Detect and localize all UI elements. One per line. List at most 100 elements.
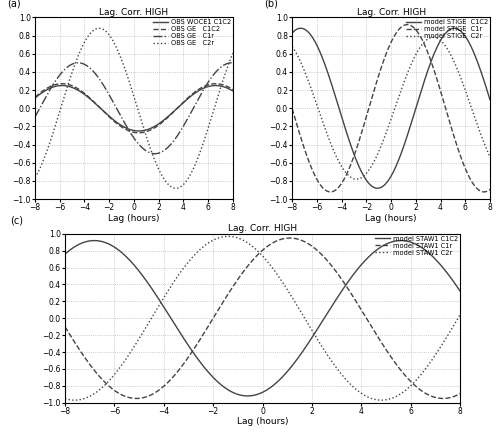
- OBS GE   C1C2: [200, 84, 205, 90]
- model STAW1 C2r: [64, 396, 70, 401]
- model STIGE  C1C2: [457, 28, 463, 33]
- OBS GE   C1r: [212, 70, 218, 75]
- OBS GE   C2r: [96, 26, 102, 31]
- OBS GE   C1C2: [212, 81, 218, 86]
- model STIGE  C2r: [457, 74, 463, 79]
- model STIGE  C1r: [487, 187, 493, 192]
- OBS GE   C2r: [150, 152, 156, 158]
- OBS GE   C2r: [173, 186, 179, 191]
- model STIGE  C1r: [469, 180, 475, 185]
- model STAW1 C1C2: [64, 250, 70, 255]
- X-axis label: Lag (hours): Lag (hours): [366, 214, 417, 223]
- Line: OBS GE   C1r: OBS GE C1r: [35, 63, 233, 154]
- Title: Lag. Corr. HIGH: Lag. Corr. HIGH: [228, 224, 297, 233]
- model STIGE  C1r: [290, 108, 296, 113]
- OBS GE   C1r: [230, 60, 236, 65]
- model STIGE  C1C2: [407, 125, 413, 130]
- OBS GE   C1C2: [150, 126, 156, 131]
- OBS GE   C2r: [154, 162, 160, 168]
- model STAW1 C1C2: [62, 252, 68, 257]
- model STIGE  C2r: [289, 44, 295, 49]
- OBS GE   C1C2: [154, 124, 160, 129]
- Line: model STIGE  C1r: model STIGE C1r: [292, 25, 490, 192]
- model STIGE  C1C2: [411, 112, 417, 117]
- model STIGE  C2r: [407, 65, 413, 70]
- OBS WOCE1 C1C2: [230, 88, 236, 94]
- Legend: model STIGE  C1C2, model STIGE  C1r, model STIGE  C2r: model STIGE C1C2, model STIGE C1r, model…: [406, 19, 488, 40]
- OBS GE   C2r: [230, 51, 236, 56]
- model STIGE  C1r: [408, 23, 414, 28]
- model STAW1 C2r: [298, 310, 304, 315]
- model STIGE  C2r: [430, 35, 436, 40]
- OBS WOCE1 C1C2: [212, 83, 218, 88]
- model STAW1 C1C2: [91, 238, 97, 243]
- model STAW1 C1C2: [422, 248, 428, 253]
- model STAW1 C1r: [306, 242, 312, 247]
- model STIGE  C2r: [411, 56, 417, 61]
- OBS GE   C1r: [150, 151, 156, 156]
- Line: model STAW1 C1C2: model STAW1 C1C2: [65, 241, 460, 396]
- model STIGE  C2r: [470, 109, 476, 114]
- OBS GE   C1r: [154, 151, 160, 156]
- model STIGE  C1r: [411, 25, 417, 30]
- model STIGE  C1C2: [408, 123, 414, 128]
- model STAW1 C1C2: [298, 351, 304, 356]
- Legend: model STAW1 C1C2, model STAW1 C1r, model STAW1 C2r: model STAW1 C1C2, model STAW1 C1r, model…: [375, 235, 458, 256]
- model STAW1 C1r: [286, 236, 292, 241]
- Line: model STAW1 C2r: model STAW1 C2r: [65, 236, 460, 400]
- OBS WOCE1 C1C2: [136, 128, 142, 133]
- OBS GE   C1C2: [136, 130, 142, 136]
- model STAW1 C2r: [457, 312, 463, 317]
- Legend: OBS WOCE1 C1C2, OBS GE   C1C2, OBS GE   C1r, OBS GE   C2r: OBS WOCE1 C1C2, OBS GE C1C2, OBS GE C1r,…: [152, 19, 232, 47]
- model STAW1 C1r: [398, 367, 404, 372]
- OBS WOCE1 C1C2: [150, 124, 156, 129]
- model STAW1 C1r: [134, 396, 140, 401]
- model STAW1 C1C2: [244, 393, 250, 398]
- OBS GE   C2r: [150, 154, 156, 159]
- OBS WOCE1 C1C2: [200, 86, 205, 91]
- OBS GE   C1C2: [150, 126, 156, 132]
- model STAW1 C2r: [306, 323, 312, 329]
- Text: (c): (c): [10, 216, 22, 226]
- OBS GE   C2r: [200, 141, 206, 146]
- model STAW1 C1r: [62, 324, 68, 330]
- OBS GE   C2r: [212, 101, 218, 107]
- model STAW1 C1C2: [457, 288, 463, 294]
- Line: OBS GE   C1C2: OBS GE C1C2: [35, 84, 233, 133]
- model STAW1 C1C2: [300, 349, 306, 354]
- model STAW1 C2r: [300, 313, 306, 318]
- model STAW1 C1r: [457, 391, 463, 396]
- OBS WOCE1 C1C2: [212, 83, 218, 88]
- model STAW1 C1r: [422, 391, 428, 396]
- model STAW1 C2r: [224, 234, 230, 239]
- model STIGE  C1C2: [374, 186, 380, 191]
- OBS WOCE1 C1C2: [32, 95, 38, 100]
- model STIGE  C1r: [404, 22, 410, 27]
- model STAW1 C1C2: [398, 238, 404, 243]
- OBS GE   C2r: [32, 175, 38, 181]
- OBS WOCE1 C1C2: [32, 95, 38, 100]
- Line: OBS WOCE1 C1C2: OBS WOCE1 C1C2: [35, 86, 233, 131]
- model STIGE  C2r: [290, 45, 296, 50]
- model STIGE  C1C2: [290, 30, 296, 35]
- OBS WOCE1 C1C2: [150, 125, 156, 130]
- model STAW1 C2r: [71, 397, 77, 403]
- model STIGE  C1r: [456, 151, 462, 156]
- model STIGE  C1r: [407, 23, 413, 28]
- model STIGE  C1r: [289, 106, 295, 111]
- OBS GE   C1r: [200, 88, 206, 93]
- model STAW1 C1r: [64, 326, 70, 332]
- OBS GE   C1r: [150, 151, 156, 156]
- OBS GE   C1C2: [230, 87, 236, 92]
- OBS GE   C2r: [32, 174, 38, 179]
- model STIGE  C2r: [487, 154, 493, 159]
- model STAW1 C2r: [62, 396, 68, 401]
- OBS WOCE1 C1C2: [154, 123, 160, 128]
- Line: model STAW1 C1r: model STAW1 C1r: [65, 238, 460, 398]
- model STIGE  C1C2: [289, 30, 295, 36]
- OBS GE   C1C2: [32, 95, 38, 100]
- model STAW1 C1C2: [306, 339, 312, 344]
- Text: (b): (b): [264, 0, 278, 8]
- OBS GE   C1r: [32, 114, 38, 120]
- model STAW1 C2r: [398, 391, 404, 397]
